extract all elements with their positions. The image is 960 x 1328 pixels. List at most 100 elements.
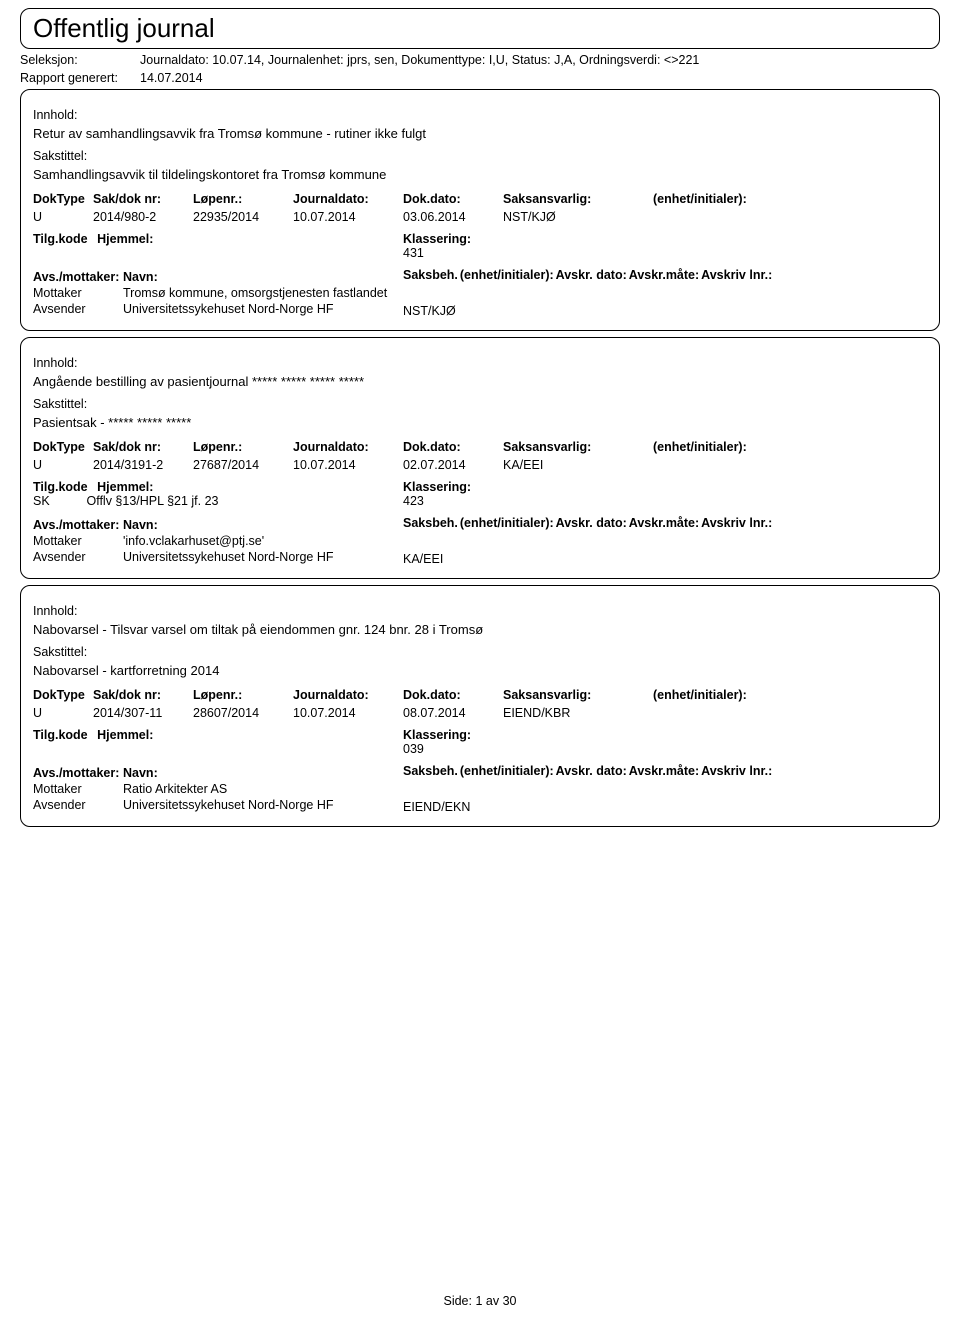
sakstittel-label: Sakstittel: (33, 149, 927, 163)
avs-mottaker-label: Avs./mottaker: (33, 270, 123, 284)
enhet-value (653, 456, 927, 474)
col-saknr-hdr: Sak/dok nr: (93, 686, 193, 704)
page-current: 1 (475, 1294, 482, 1308)
innhold-text: Angående bestilling av pasientjournal **… (33, 374, 927, 389)
page-footer: Side: 1 av 30 (0, 1294, 960, 1308)
page-title: Offentlig journal (33, 13, 927, 44)
mottaker-line: Mottaker Ratio Arkitekter AS (33, 782, 403, 796)
klass-block: Klassering: 431 (403, 232, 603, 260)
side-label: Side: (443, 1294, 472, 1308)
doktype-value: U (33, 456, 93, 474)
avskr-mate-label: Avskr.måte: (629, 268, 699, 282)
saksbeh-label: Saksbeh. (403, 268, 458, 282)
columns-values: U 2014/980-2 22935/2014 10.07.2014 03.06… (33, 208, 927, 226)
columns-header: DokType Sak/dok nr: Løpenr.: Journaldato… (33, 686, 927, 704)
sakstittel-text: Pasientsak - ***** ***** ***** (33, 415, 927, 430)
sakstittel-text: Nabovarsel - kartforretning 2014 (33, 663, 927, 678)
columns-values: U 2014/3191-2 27687/2014 10.07.2014 02.0… (33, 456, 927, 474)
saksbeh-enhet-label: (enhet/initialer): (460, 764, 554, 778)
saksansvarlig-value: EIEND/KBR (503, 704, 653, 722)
journal-entry: Innhold: Retur av samhandlingsavvik fra … (20, 89, 940, 331)
mottaker-label: Mottaker (33, 782, 123, 796)
avs-mottaker-label: Avs./mottaker: (33, 766, 123, 780)
hjemmel-label: Hjemmel: (97, 232, 153, 246)
klassering-value: 423 (403, 494, 603, 508)
saksbeh-header: Saksbeh. (enhet/initialer): Avskr. dato:… (403, 516, 927, 530)
navn-label: Navn: (123, 766, 403, 780)
tilgkode-label: Tilg.kode (33, 480, 88, 494)
innhold-text: Retur av samhandlingsavvik fra Tromsø ko… (33, 126, 927, 141)
hjemmel-value: Offlv §13/HPL §21 jf. 23 (86, 494, 218, 508)
klassering-label: Klassering: (403, 728, 603, 742)
saksbeh-block: Saksbeh. (enhet/initialer): Avskr. dato:… (403, 268, 927, 318)
columns-values: U 2014/307-11 28607/2014 10.07.2014 08.0… (33, 704, 927, 722)
avskr-dato-label: Avskr. dato: (556, 764, 627, 778)
avskriv-lnr-label: Avskriv lnr.: (701, 764, 772, 778)
enhet-value (653, 208, 927, 226)
saksbeh-block: Saksbeh. (enhet/initialer): Avskr. dato:… (403, 516, 927, 566)
saksbeh-block: Saksbeh. (enhet/initialer): Avskr. dato:… (403, 764, 927, 814)
col-doktype-hdr: DokType (33, 686, 93, 704)
tilgkode-value: SK (33, 494, 79, 508)
klassering-label: Klassering: (403, 480, 603, 494)
saksbeh-label: Saksbeh. (403, 764, 458, 778)
avsender-line: Avsender Universitetssykehuset Nord-Norg… (33, 798, 403, 812)
tilg-row: Tilg.kode Hjemmel: Klassering: 039 (33, 728, 927, 756)
journal-entry: Innhold: Angående bestilling av pasientj… (20, 337, 940, 579)
journaldato-value: 10.07.2014 (293, 456, 403, 474)
columns-header: DokType Sak/dok nr: Løpenr.: Journaldato… (33, 438, 927, 456)
header-box: Offentlig journal (20, 8, 940, 49)
innhold-label: Innhold: (33, 356, 927, 370)
navn-label: Navn: (123, 270, 403, 284)
tilg-row: Tilg.kode Hjemmel: SK Offlv §13/HPL §21 … (33, 480, 927, 508)
col-journaldato-hdr: Journaldato: (293, 686, 403, 704)
page-container: Offentlig journal Seleksjon: Journaldato… (0, 0, 960, 827)
saksbeh-value: EIEND/EKN (403, 800, 927, 814)
innhold-label: Innhold: (33, 108, 927, 122)
avskr-dato-label: Avskr. dato: (556, 268, 627, 282)
avs-header: Avs./mottaker: Navn: (33, 270, 403, 284)
rapport-label: Rapport generert: (20, 71, 140, 85)
avskriv-lnr-label: Avskriv lnr.: (701, 516, 772, 530)
avsender-label: Avsender (33, 798, 123, 812)
col-lopenr-hdr: Løpenr.: (193, 438, 293, 456)
saknr-value: 2014/3191-2 (93, 456, 193, 474)
col-journaldato-hdr: Journaldato: (293, 190, 403, 208)
mottaker-label: Mottaker (33, 286, 123, 300)
saksbeh-header: Saksbeh. (enhet/initialer): Avskr. dato:… (403, 764, 927, 778)
rapport-line: Rapport generert: 14.07.2014 (20, 71, 940, 85)
avs-mottaker-block: Avs./mottaker: Navn: Mottaker 'info.vcla… (33, 516, 403, 566)
col-lopenr-hdr: Løpenr.: (193, 190, 293, 208)
avskriv-lnr-label: Avskriv lnr.: (701, 268, 772, 282)
innhold-label: Innhold: (33, 604, 927, 618)
navn-label: Navn: (123, 518, 403, 532)
journal-entry: Innhold: Nabovarsel - Tilsvar varsel om … (20, 585, 940, 827)
hjemmel-label: Hjemmel: (97, 728, 153, 742)
rapport-value: 14.07.2014 (140, 71, 203, 85)
col-lopenr-hdr: Løpenr.: (193, 686, 293, 704)
saksbeh-value: NST/KJØ (403, 304, 927, 318)
col-saksansvarlig-hdr: Saksansvarlig: (503, 190, 653, 208)
saksbeh-value: KA/EEI (403, 552, 927, 566)
seleksjon-value: Journaldato: 10.07.14, Journalenhet: jpr… (140, 53, 699, 67)
col-journaldato-hdr: Journaldato: (293, 438, 403, 456)
tilg-left: Tilg.kode Hjemmel: (33, 728, 403, 756)
saksbeh-label: Saksbeh. (403, 516, 458, 530)
klass-block: Klassering: 423 (403, 480, 603, 508)
lopenr-value: 27687/2014 (193, 456, 293, 474)
col-dokdato-hdr: Dok.dato: (403, 190, 503, 208)
avs-header: Avs./mottaker: Navn: (33, 518, 403, 532)
mottaker-name: 'info.vclakarhuset@ptj.se' (123, 534, 403, 548)
col-saknr-hdr: Sak/dok nr: (93, 438, 193, 456)
sakstittel-label: Sakstittel: (33, 645, 927, 659)
seleksjon-label: Seleksjon: (20, 53, 140, 67)
page-total: 30 (503, 1294, 517, 1308)
dokdato-value: 03.06.2014 (403, 208, 503, 226)
avsender-line: Avsender Universitetssykehuset Nord-Norg… (33, 550, 403, 564)
avsender-name: Universitetssykehuset Nord-Norge HF (123, 550, 403, 564)
col-enhet-hdr: (enhet/initialer): (653, 686, 927, 704)
klassering-label: Klassering: (403, 232, 603, 246)
avsender-line: Avsender Universitetssykehuset Nord-Norg… (33, 302, 403, 316)
enhet-value (653, 704, 927, 722)
saknr-value: 2014/980-2 (93, 208, 193, 226)
